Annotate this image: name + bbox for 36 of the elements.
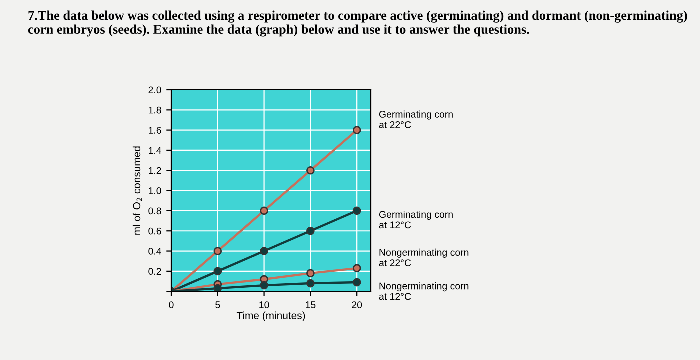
y-tick-label: 1.8	[149, 106, 162, 114]
point	[352, 264, 362, 273]
y-tick-label: 1.0	[149, 188, 162, 194]
y-tick-label: 1.4	[149, 147, 162, 154]
point	[260, 281, 268, 290]
chart-title: 7.The data below was collected using a respirometer to compare active (germinating) and dormant (non-germinating) corn embryos (seeds). Examine the data (graph) below and use it to answer the questions.	[28, 10, 688, 37]
point	[352, 206, 362, 216]
y-tick-label: 0.2	[148, 268, 162, 276]
x-tick-label: 10	[260, 302, 270, 308]
x-tick-label: 15	[306, 302, 316, 308]
y-tick-label: 0.4	[148, 248, 162, 255]
y-tick-label: 1.2	[149, 167, 162, 174]
x-tick-label: 20	[352, 302, 362, 308]
y-tick-label: 1.6	[149, 127, 162, 134]
point	[260, 206, 268, 216]
series-label: Nongerminating corn at 12°C	[379, 282, 469, 300]
series-label: Germinating corn at 22°C	[379, 110, 453, 128]
series-label: Germinating corn at 12°C	[379, 210, 453, 229]
point	[214, 267, 222, 276]
point	[306, 166, 315, 175]
x-tick-label: 5	[216, 302, 220, 308]
point	[352, 278, 362, 287]
point	[260, 247, 268, 256]
y-axis-title: ml of O$_{2}$ consumed	[132, 146, 142, 235]
series-label: Nongerminating corn at 22°C	[379, 248, 469, 266]
x-axis-title: Time (minutes)	[236, 312, 306, 322]
point	[352, 126, 362, 134]
point	[306, 226, 315, 236]
y-tick-label: 0.6	[148, 228, 162, 235]
point	[306, 279, 315, 288]
y-tick-label: 0.8	[148, 208, 162, 215]
x-tick-label: 0	[169, 302, 174, 308]
y-tick-label: 2.0	[148, 86, 162, 94]
point	[214, 284, 222, 292]
point	[214, 247, 222, 256]
point	[306, 269, 315, 278]
